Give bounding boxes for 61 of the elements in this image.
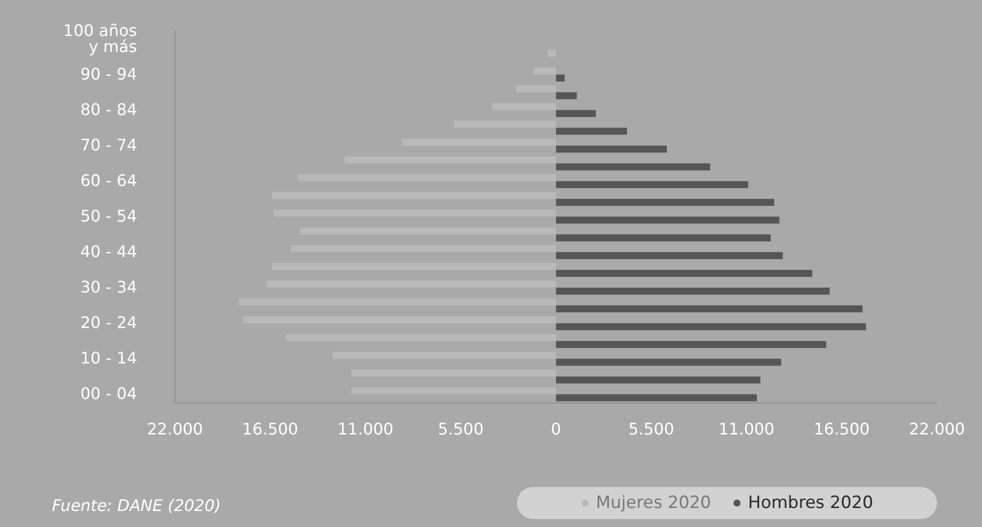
bar: [300, 227, 556, 234]
bar: [239, 298, 556, 306]
bar: [272, 192, 556, 199]
bar: [454, 120, 556, 128]
bar: [556, 163, 710, 170]
y-tick-label: 40 - 44: [80, 242, 137, 262]
y-tick-label: 90 - 94: [80, 64, 137, 84]
y-tick-label: 20 - 24: [80, 313, 137, 332]
x-tick-label: 5.500: [438, 419, 484, 438]
x-tick-label: 5.500: [628, 419, 674, 438]
y-tick-label: 30 - 34: [80, 278, 137, 297]
bar: [556, 340, 826, 348]
bar: [556, 92, 577, 100]
y-tick-label: 80 - 84: [80, 100, 137, 119]
x-tick-label: 22.000: [147, 419, 203, 438]
y-tick-label: 50 - 54: [80, 206, 137, 226]
x-tick-label: 16.500: [814, 419, 870, 438]
y-tick-label: 00 - 04: [80, 384, 137, 404]
bar: [556, 110, 596, 118]
bar: [556, 358, 782, 366]
bar: [274, 210, 556, 217]
bar: [556, 198, 774, 206]
bar: [556, 323, 866, 330]
bar: [556, 305, 863, 312]
source-note: Fuente: DANE (2020): [52, 496, 221, 515]
y-tick-label: 10 - 14: [80, 348, 137, 368]
bar: [556, 234, 771, 242]
x-tick-label: 11.000: [338, 419, 394, 438]
bar: [556, 181, 748, 188]
x-tick-label: 0: [550, 419, 562, 438]
bar: [556, 252, 783, 260]
x-tick-label: 11.000: [718, 419, 774, 438]
bar: [352, 387, 556, 394]
legend-label: Mujeres 2020: [596, 493, 712, 513]
bar: [291, 245, 556, 252]
bar: [352, 369, 556, 376]
bar: [272, 262, 556, 270]
bar: [556, 128, 628, 135]
legend-label: Hombres 2020: [748, 493, 874, 513]
bar: [492, 103, 556, 110]
bar: [298, 174, 556, 182]
bar: [344, 156, 556, 164]
y-tick-label: 60 - 64: [80, 170, 137, 190]
bar: [556, 270, 812, 277]
bar: [533, 68, 556, 75]
bar: [242, 316, 556, 324]
bar: [556, 216, 780, 224]
bar: [266, 280, 556, 288]
bar: [556, 288, 830, 295]
y-tick-label: 100 años y más: [63, 20, 137, 56]
bar: [402, 138, 556, 146]
x-tick-label: 22.000: [909, 419, 965, 438]
bar: [556, 376, 760, 384]
bar: [332, 352, 556, 359]
bar: [556, 74, 565, 82]
bar: [556, 146, 667, 153]
bar: [556, 394, 757, 402]
bar: [516, 85, 556, 92]
y-tick-label: 70 - 74: [80, 135, 137, 154]
bar: [286, 334, 556, 341]
x-tick-label: 16.500: [242, 419, 298, 438]
